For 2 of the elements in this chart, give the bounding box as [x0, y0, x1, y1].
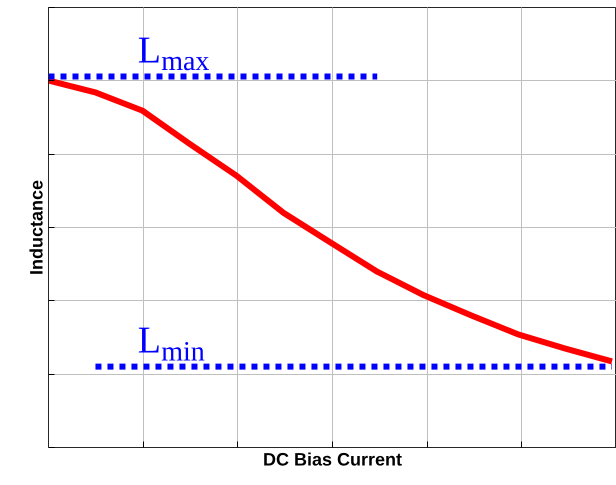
x-axis-title: DC Bias Current — [262, 450, 402, 470]
y-axis-title: Inductance — [26, 180, 46, 276]
